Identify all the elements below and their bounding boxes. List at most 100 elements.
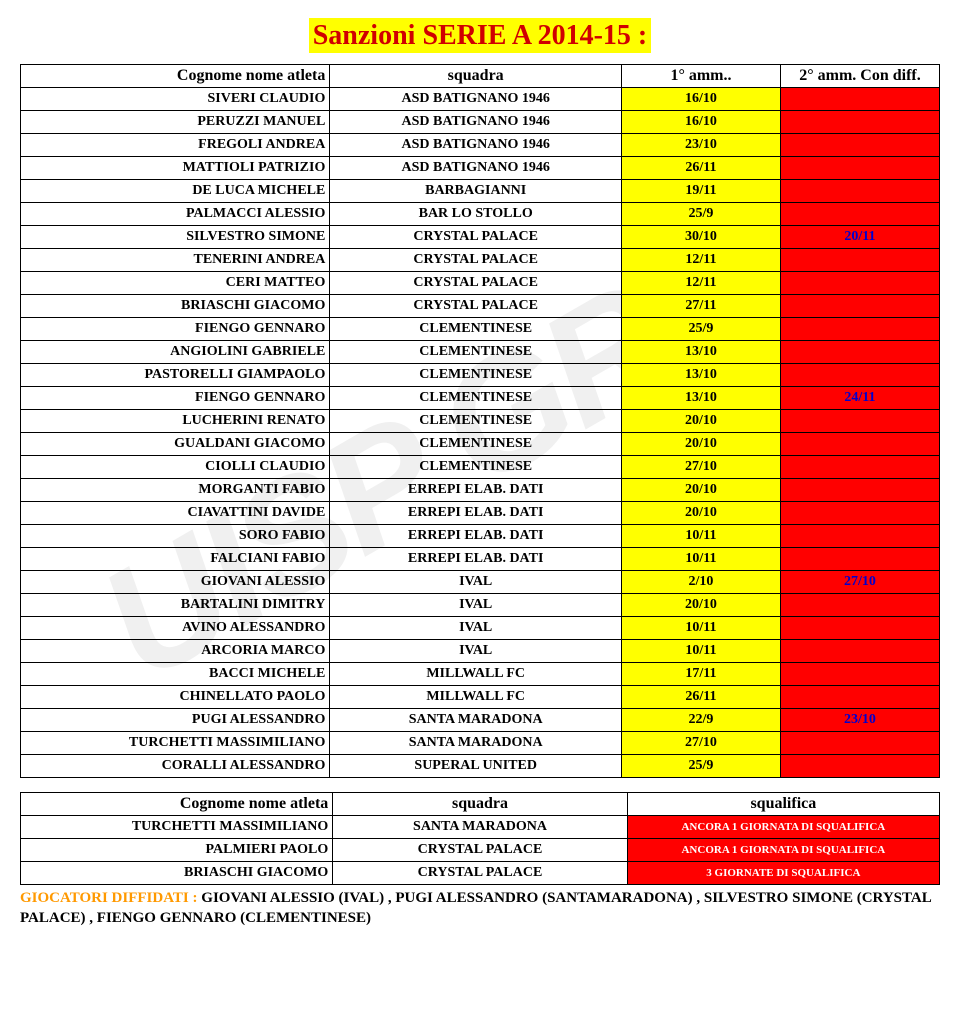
sanctions-table: Cognome nome atletasquadra1° amm..2° amm… [20, 64, 940, 778]
team-name: CRYSTAL PALACE [333, 862, 627, 885]
first-amm: 26/11 [622, 686, 781, 709]
table-row: LUCHERINI RENATOCLEMENTINESE20/10 [21, 410, 940, 433]
disqualification-table: Cognome nome atletasquadrasqualifica TUR… [20, 792, 940, 885]
athlete-name: CORALLI ALESSANDRO [21, 755, 330, 778]
team-name: MILLWALL FC [330, 663, 622, 686]
table-row: GUALDANI GIACOMOCLEMENTINESE20/10 [21, 433, 940, 456]
first-amm: 25/9 [622, 318, 781, 341]
first-amm: 10/11 [622, 525, 781, 548]
first-amm: 27/10 [622, 732, 781, 755]
athlete-name: SIVERI CLAUDIO [21, 88, 330, 111]
first-amm: 20/10 [622, 594, 781, 617]
second-amm [780, 640, 939, 663]
table-row: PALMIERI PAOLOCRYSTAL PALACEANCORA 1 GIO… [21, 839, 940, 862]
team-name: IVAL [330, 617, 622, 640]
table-row: TENERINI ANDREACRYSTAL PALACE12/11 [21, 249, 940, 272]
table-header: squalifica [627, 793, 939, 816]
team-name: IVAL [330, 571, 622, 594]
team-name: SUPERAL UNITED [330, 755, 622, 778]
second-amm [780, 502, 939, 525]
first-amm: 20/10 [622, 502, 781, 525]
table-row: FIENGO GENNAROCLEMENTINESE25/9 [21, 318, 940, 341]
second-amm: 23/10 [780, 709, 939, 732]
table-row: BACCI MICHELEMILLWALL FC17/11 [21, 663, 940, 686]
second-amm [780, 249, 939, 272]
table-row: ANGIOLINI GABRIELECLEMENTINESE13/10 [21, 341, 940, 364]
athlete-name: BRIASCHI GIACOMO [21, 295, 330, 318]
team-name: ERREPI ELAB. DATI [330, 502, 622, 525]
first-amm: 16/10 [622, 111, 781, 134]
athlete-name: DE LUCA MICHELE [21, 180, 330, 203]
first-amm: 10/11 [622, 548, 781, 571]
second-amm [780, 456, 939, 479]
athlete-name: FIENGO GENNARO [21, 318, 330, 341]
team-name: BARBAGIANNI [330, 180, 622, 203]
table-row: FIENGO GENNAROCLEMENTINESE13/1024/11 [21, 387, 940, 410]
first-amm: 19/11 [622, 180, 781, 203]
team-name: ERREPI ELAB. DATI [330, 525, 622, 548]
first-amm: 17/11 [622, 663, 781, 686]
team-name: CLEMENTINESE [330, 318, 622, 341]
athlete-name: BACCI MICHELE [21, 663, 330, 686]
first-amm: 13/10 [622, 387, 781, 410]
second-amm: 20/11 [780, 226, 939, 249]
second-amm [780, 663, 939, 686]
athlete-name: PALMIERI PAOLO [21, 839, 333, 862]
table-header: 1° amm.. [622, 65, 781, 88]
table-row: PASTORELLI GIAMPAOLOCLEMENTINESE13/10 [21, 364, 940, 387]
second-amm [780, 111, 939, 134]
athlete-name: FREGOLI ANDREA [21, 134, 330, 157]
second-amm [780, 295, 939, 318]
athlete-name: LUCHERINI RENATO [21, 410, 330, 433]
table-row: FREGOLI ANDREAASD BATIGNANO 194623/10 [21, 134, 940, 157]
second-amm [780, 525, 939, 548]
table-header: squadra [333, 793, 627, 816]
second-amm [780, 686, 939, 709]
disqualification: 3 GIORNATE DI SQUALIFICA [627, 862, 939, 885]
table-row: MORGANTI FABIOERREPI ELAB. DATI20/10 [21, 479, 940, 502]
table-row: TURCHETTI MASSIMILIANOSANTA MARADONAANCO… [21, 816, 940, 839]
table-row: SIVERI CLAUDIOASD BATIGNANO 194616/10 [21, 88, 940, 111]
team-name: CLEMENTINESE [330, 364, 622, 387]
second-amm [780, 272, 939, 295]
team-name: IVAL [330, 594, 622, 617]
table-row: BRIASCHI GIACOMOCRYSTAL PALACE27/11 [21, 295, 940, 318]
athlete-name: TENERINI ANDREA [21, 249, 330, 272]
first-amm: 10/11 [622, 617, 781, 640]
table-row: CIAVATTINI DAVIDEERREPI ELAB. DATI20/10 [21, 502, 940, 525]
athlete-name: CHINELLATO PAOLO [21, 686, 330, 709]
first-amm: 12/11 [622, 272, 781, 295]
first-amm: 13/10 [622, 364, 781, 387]
team-name: CRYSTAL PALACE [330, 249, 622, 272]
athlete-name: TURCHETTI MASSIMILIANO [21, 732, 330, 755]
athlete-name: AVINO ALESSANDRO [21, 617, 330, 640]
team-name: CLEMENTINESE [330, 387, 622, 410]
table-row: PALMACCI ALESSIOBAR LO STOLLO25/9 [21, 203, 940, 226]
athlete-name: PERUZZI MANUEL [21, 111, 330, 134]
table-row: CIOLLI CLAUDIOCLEMENTINESE27/10 [21, 456, 940, 479]
first-amm: 10/11 [622, 640, 781, 663]
second-amm [780, 203, 939, 226]
first-amm: 13/10 [622, 341, 781, 364]
table-header: Cognome nome atleta [21, 793, 333, 816]
second-amm [780, 410, 939, 433]
second-amm: 27/10 [780, 571, 939, 594]
team-name: CRYSTAL PALACE [330, 272, 622, 295]
team-name: ASD BATIGNANO 1946 [330, 134, 622, 157]
table-row: FALCIANI FABIOERREPI ELAB. DATI10/11 [21, 548, 940, 571]
table-row: SILVESTRO SIMONECRYSTAL PALACE30/1020/11 [21, 226, 940, 249]
first-amm: 2/10 [622, 571, 781, 594]
second-amm [780, 134, 939, 157]
second-amm [780, 433, 939, 456]
team-name: CLEMENTINESE [330, 456, 622, 479]
second-amm [780, 755, 939, 778]
team-name: ASD BATIGNANO 1946 [330, 157, 622, 180]
athlete-name: CIOLLI CLAUDIO [21, 456, 330, 479]
second-amm [780, 341, 939, 364]
athlete-name: TURCHETTI MASSIMILIANO [21, 816, 333, 839]
second-amm [780, 180, 939, 203]
diffidati-footer: GIOCATORI DIFFIDATI : GIOVANI ALESSIO (I… [20, 889, 940, 928]
table-row: CORALLI ALESSANDROSUPERAL UNITED25/9 [21, 755, 940, 778]
team-name: SANTA MARADONA [333, 816, 627, 839]
table-row: ARCORIA MARCOIVAL10/11 [21, 640, 940, 663]
